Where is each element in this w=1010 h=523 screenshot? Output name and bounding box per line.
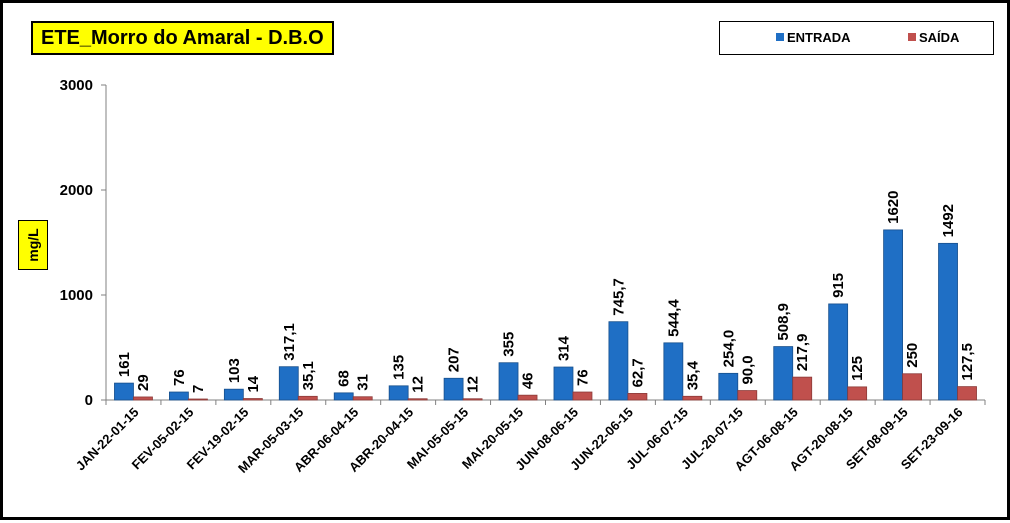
data-label-entrada: 135: [391, 355, 408, 380]
data-label-saida: 14: [245, 375, 262, 392]
data-label-saida: 12: [465, 376, 482, 393]
data-label-entrada: 314: [555, 335, 572, 361]
data-label-entrada: 355: [501, 332, 518, 357]
bar-saida: [682, 395, 703, 401]
bar-saida: [188, 398, 208, 401]
bar-saida: [352, 396, 373, 401]
bar-entrada: [608, 321, 629, 401]
bar-saida: [847, 386, 868, 401]
data-label-entrada: 915: [830, 273, 847, 298]
data-label-saida: 46: [520, 372, 537, 389]
legend-swatch-entrada: [776, 33, 784, 41]
bar-saida: [957, 386, 977, 401]
data-label-saida: 76: [574, 369, 591, 386]
legend: ENTRADA SAÍDA: [719, 21, 994, 55]
data-label-saida: 29: [135, 374, 152, 391]
bar-saida: [407, 398, 428, 401]
x-axis-ticks: [105, 400, 986, 405]
legend-item-entrada: ENTRADA: [776, 31, 851, 45]
bar-saida: [297, 395, 318, 401]
bar-saida: [517, 394, 538, 401]
y-tick-label: 0: [85, 392, 93, 409]
data-label-saida: 31: [355, 374, 372, 391]
bar-entrada: [169, 391, 189, 401]
legend-item-saida: SAÍDA: [908, 31, 959, 45]
bar-entrada: [388, 385, 409, 401]
bar-saida: [462, 398, 483, 401]
y-tick-label: 3000: [60, 77, 93, 94]
data-label-saida: 90,0: [739, 355, 756, 384]
chart-title: ETE_Morro do Amaral - D.B.O: [31, 21, 334, 55]
legend-label-saida: SAÍDA: [919, 30, 960, 45]
y-axis-ticks: 0 1000 2000 3000: [60, 77, 106, 409]
data-label-entrada: 317,1: [281, 323, 298, 361]
data-label-saida: 125: [849, 356, 866, 381]
data-label-entrada: 745,7: [610, 278, 627, 316]
y-tick-label: 2000: [60, 182, 93, 199]
bar-entrada: [114, 382, 134, 401]
data-label-saida: 250: [904, 343, 921, 368]
bar-entrada: [663, 342, 684, 401]
y-tick-label: 1000: [60, 287, 93, 304]
legend-label-entrada: ENTRADA: [787, 30, 851, 45]
data-label-entrada: 161: [116, 352, 133, 377]
data-label-saida: 12: [410, 376, 427, 393]
bar-entrada: [883, 229, 903, 401]
data-label-entrada: 68: [336, 370, 353, 387]
bar-saida: [737, 390, 758, 401]
bar-entrada: [223, 388, 244, 401]
bar-saida: [792, 376, 813, 401]
bar-entrada: [938, 242, 958, 401]
legend-swatch-saida: [908, 33, 916, 41]
data-label-entrada: 254,0: [720, 330, 737, 368]
bar-series: [114, 229, 977, 401]
bar-saida: [627, 393, 648, 401]
bar-saida: [242, 398, 263, 401]
bar-entrada: [498, 362, 519, 401]
bar-entrada: [773, 346, 794, 401]
data-label-entrada: 103: [226, 358, 243, 383]
x-tick-labels: JAN-22-01-15FEV-05-02-15FEV-19-02-15MAR-…: [73, 405, 966, 476]
data-label-saida: 7: [190, 385, 207, 393]
data-label-saida: 35,1: [300, 361, 317, 390]
data-label-entrada: 1492: [940, 204, 957, 237]
data-label-saida: 35,4: [684, 360, 701, 390]
bar-entrada: [828, 303, 849, 401]
data-label-entrada: 1620: [885, 191, 902, 224]
y-axis-label: mg/L: [25, 228, 41, 262]
bar-saida: [133, 396, 153, 401]
bar-entrada: [553, 366, 574, 401]
data-label-entrada: 76: [171, 369, 188, 386]
data-label-saida: 217,9: [794, 334, 811, 372]
bar-saida: [572, 391, 593, 401]
bar-entrada: [443, 377, 464, 401]
data-label-entrada: 544,4: [665, 299, 682, 337]
bar-saida: [902, 373, 922, 401]
bar-entrada: [718, 372, 739, 401]
y-axis-label-box: mg/L: [18, 220, 48, 270]
data-label-entrada: 207: [446, 347, 463, 372]
data-label-entrada: 508,9: [775, 303, 792, 341]
bar-entrada: [333, 392, 354, 401]
data-label-saida: 127,5: [959, 343, 976, 381]
data-label-saida: 62,7: [629, 358, 646, 387]
bar-entrada: [278, 366, 299, 401]
